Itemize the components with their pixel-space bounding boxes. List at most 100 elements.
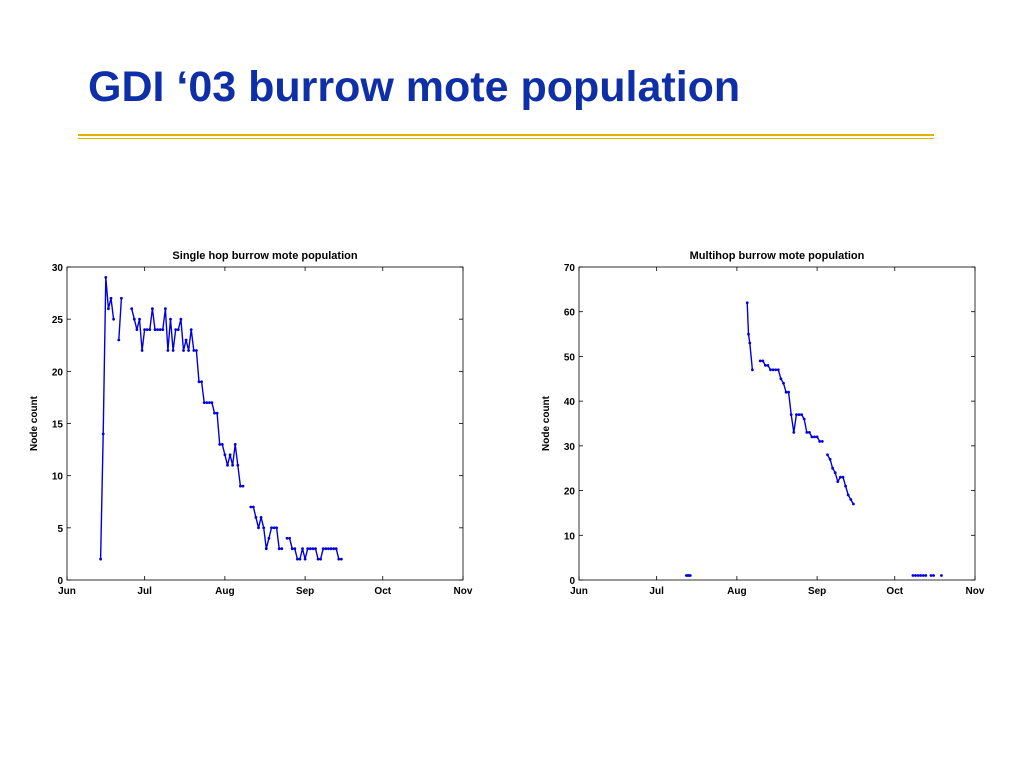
plot-frame (578, 266, 976, 581)
data-point (179, 317, 183, 321)
data-point (259, 516, 263, 519)
data-point (751, 368, 754, 372)
data-point (932, 574, 935, 577)
data-point (176, 328, 180, 331)
data-point (849, 498, 853, 501)
data-point (187, 349, 191, 352)
data-point (805, 431, 809, 434)
y-tick-label: 20 (564, 487, 576, 498)
data-point (290, 547, 294, 551)
data-point (254, 516, 258, 519)
data-point (205, 401, 209, 404)
x-tick-label: Jul (649, 586, 664, 597)
data-point (99, 557, 102, 561)
x-tick-label: Nov (454, 586, 473, 597)
y-tick-label: 30 (52, 263, 64, 274)
x-tick-label: Oct (886, 586, 903, 597)
data-point (236, 463, 240, 467)
data-point (120, 296, 123, 300)
data-point (192, 349, 196, 352)
y-tick-label: 10 (564, 531, 576, 542)
data-point (109, 296, 113, 300)
series-line (99, 276, 115, 560)
data-point (223, 453, 227, 457)
data-point (831, 466, 834, 470)
x-tick-label: Aug (727, 586, 746, 597)
data-point (197, 380, 201, 384)
y-tick-label: 15 (52, 420, 64, 431)
data-point (174, 328, 178, 331)
data-point (262, 526, 266, 530)
data-point (836, 480, 840, 483)
data-point (916, 574, 920, 577)
data-point (813, 435, 816, 439)
data-point (148, 328, 152, 331)
data-point (839, 475, 842, 479)
data-point (802, 417, 806, 421)
data-point (771, 368, 775, 372)
data-point (303, 557, 307, 561)
single-hop-chart: Single hop burrow mote population Node co… (29, 250, 473, 597)
data-point (140, 349, 144, 352)
y-tick-label: 70 (564, 263, 576, 274)
data-point (745, 301, 749, 305)
data-point (308, 547, 312, 551)
data-point (184, 338, 188, 342)
data-point (112, 317, 115, 321)
data-point (306, 547, 310, 551)
data-point (792, 431, 796, 434)
y-tick-label: 0 (57, 576, 63, 587)
data-point (202, 401, 206, 404)
data-point (332, 547, 335, 551)
y-axis-label: Node count (541, 395, 552, 451)
data-point (301, 547, 304, 551)
data-point (787, 390, 790, 394)
data-point (101, 432, 105, 436)
data-point (130, 307, 134, 311)
data-point (769, 368, 772, 372)
data-point (852, 502, 855, 506)
series-line (118, 298, 123, 341)
data-point (924, 574, 928, 577)
data-point (919, 574, 922, 577)
data-point (218, 443, 222, 446)
data-point (275, 526, 278, 530)
data-point (158, 328, 162, 331)
x-tick-label: Jun (570, 586, 588, 597)
y-tick-label: 10 (52, 472, 64, 483)
data-point (145, 328, 149, 331)
data-point (117, 338, 121, 342)
data-point (107, 307, 110, 311)
data-point (764, 364, 767, 367)
x-tick-label: Jun (58, 586, 76, 597)
data-point (135, 328, 139, 331)
data-point (319, 557, 322, 561)
data-point (747, 332, 750, 336)
data-point (800, 413, 803, 416)
data-point (208, 401, 211, 404)
data-point (826, 453, 829, 457)
data-point (161, 328, 165, 331)
data-point (828, 457, 832, 461)
data-point (748, 341, 752, 345)
chart-title: Single hop burrow mote population (172, 250, 357, 262)
data-point (226, 463, 229, 467)
y-tick-label: 40 (564, 397, 576, 408)
data-point (311, 547, 315, 551)
data-point (153, 328, 157, 331)
series-line (746, 302, 754, 370)
data-point (156, 328, 160, 331)
slide-title: GDI ‘03 burrow mote population (88, 63, 741, 111)
data-point (334, 547, 338, 551)
data-point (104, 276, 108, 279)
y-tick-label: 0 (569, 576, 575, 587)
series-line (826, 454, 855, 505)
data-point (132, 317, 136, 321)
data-point (337, 557, 341, 561)
data-point (314, 547, 317, 551)
data-point (833, 471, 837, 475)
data-point (241, 484, 245, 488)
x-tick-label: Sep (808, 586, 826, 597)
x-tick-label: Aug (215, 586, 234, 597)
data-point (213, 411, 216, 415)
